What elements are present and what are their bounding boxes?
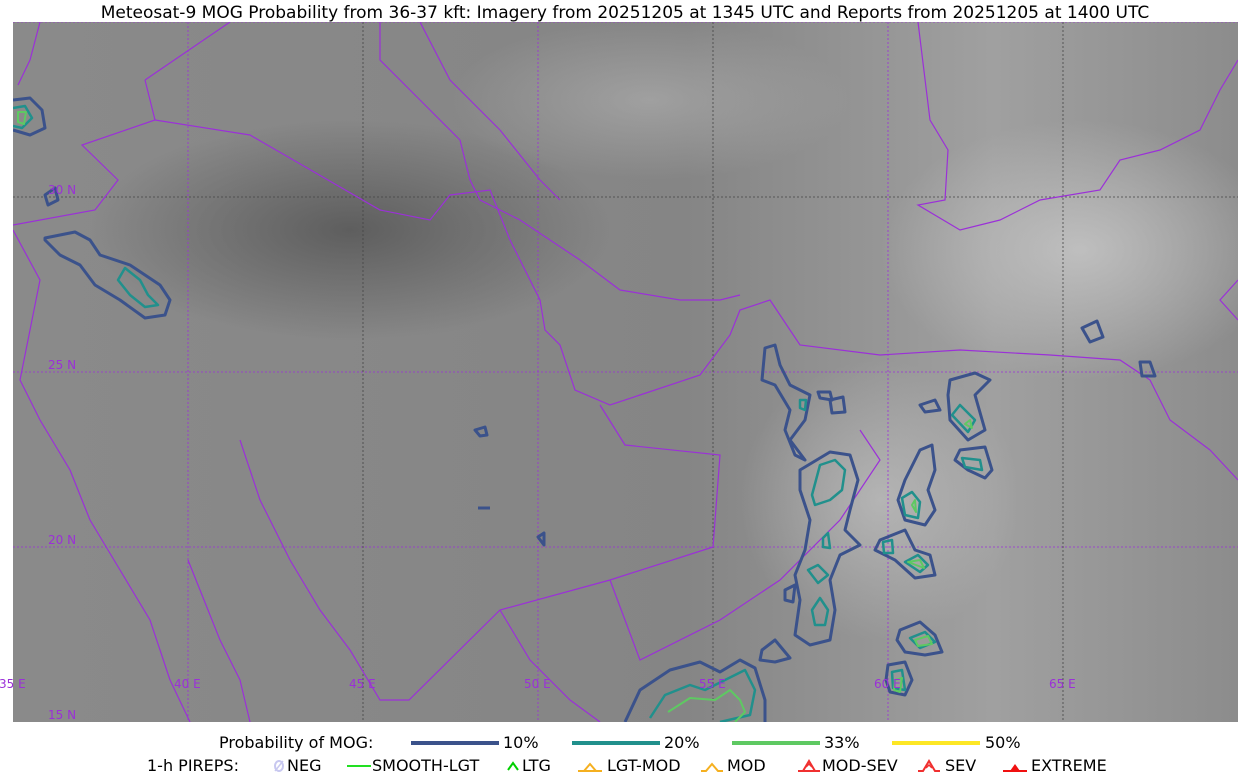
sev-icon — [918, 759, 940, 772]
swatch-33pct — [732, 741, 820, 745]
swatch-50pct — [892, 741, 980, 745]
pireps-legend-title: 1-h PIREPS: — [147, 756, 239, 775]
mog-contours — [13, 96, 1157, 722]
pirep-label-ltg: LTG — [522, 756, 551, 775]
pireps-legend: 1-h PIREPS: NEG SMOOTH-LGT LTG LGT-MOD M… — [0, 756, 1250, 776]
cloud-region — [450, 22, 850, 180]
cloud-region — [880, 120, 1238, 380]
mod-sev-icon — [798, 759, 820, 772]
legend-label-50pct: 50% — [985, 733, 1021, 752]
pirep-label-mod-sev: MOD-SEV — [822, 756, 898, 775]
lat-label: 15 N — [48, 708, 76, 722]
dry-air-region — [90, 120, 610, 340]
pirep-label-extreme: EXTREME — [1031, 756, 1107, 775]
pirep-label-sev: SEV — [945, 756, 977, 775]
mod-caret-icon — [701, 762, 723, 772]
lon-label: 60 E — [874, 677, 901, 691]
graticule — [13, 22, 1238, 722]
lon-label: 40 E — [174, 677, 201, 691]
satellite-map: 30 N 25 N 20 N 15 N 40 E 45 E 50 E 55 E … — [0, 22, 1238, 722]
contour-10pct — [13, 96, 1157, 722]
swatch-20pct — [572, 741, 660, 745]
lon-label: 35 E — [0, 677, 26, 691]
lat-label: 25 N — [48, 358, 76, 372]
swatch-10pct — [411, 741, 499, 745]
legend-label-20pct: 20% — [664, 733, 700, 752]
contour-20pct — [13, 104, 984, 722]
map-title: Meteosat-9 MOG Probability from 36-37 kf… — [100, 3, 1150, 23]
pirep-label-neg: NEG — [287, 756, 322, 775]
lon-label: 55 E — [699, 677, 726, 691]
lon-label: 65 E — [1049, 677, 1076, 691]
neg-icon — [274, 760, 284, 772]
lgt-mod-icon — [578, 762, 602, 772]
grid-labels: 30 N 25 N 20 N 15 N 40 E 45 E 50 E 55 E … — [48, 183, 1076, 722]
legend-label-33pct: 33% — [824, 733, 860, 752]
extreme-icon — [1003, 764, 1027, 772]
lat-label: 30 N — [48, 183, 76, 197]
lon-label: 50 E — [524, 677, 551, 691]
lon-label: 45 E — [349, 677, 376, 691]
contour-33pct — [17, 111, 973, 722]
ltg-caret-icon — [507, 761, 519, 771]
pirep-label-smooth-lgt: SMOOTH-LGT — [372, 756, 480, 775]
coastlines-borders — [13, 22, 1238, 722]
probability-legend: Probability of MOG: 10% 20% 33% 50% — [0, 733, 1250, 753]
probability-legend-title: Probability of MOG: — [219, 733, 374, 752]
pirep-label-mod: MOD — [727, 756, 766, 775]
legend-label-10pct: 10% — [503, 733, 539, 752]
pirep-label-lgt-mod: LGT-MOD — [607, 756, 681, 775]
smooth-lgt-line-icon — [347, 765, 371, 767]
lat-label: 20 N — [48, 533, 76, 547]
